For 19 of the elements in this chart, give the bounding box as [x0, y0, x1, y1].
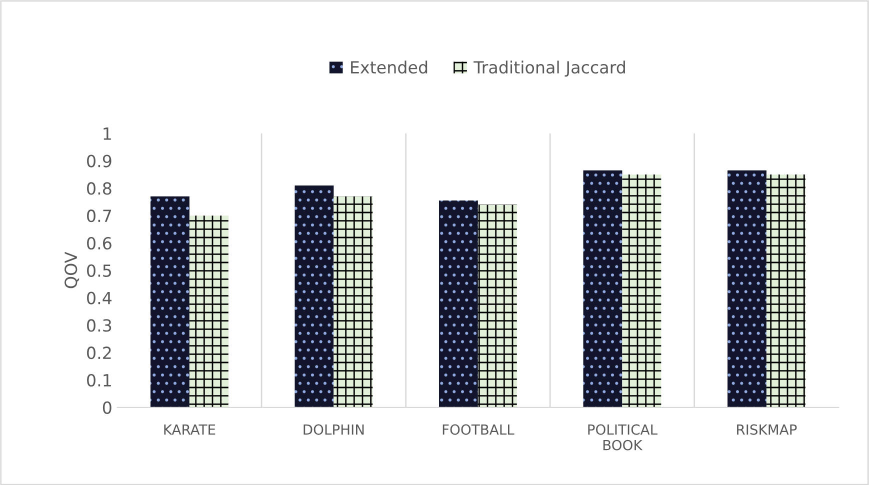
legend-label: Extended: [351, 60, 428, 74]
x-tick-label: RISKMAP: [737, 424, 797, 435]
y-axis-title: QOV: [64, 252, 80, 288]
y-tick-label: 0.8: [87, 182, 112, 195]
y-tick-label: 0.7: [87, 210, 112, 222]
x-tick-label: FOOTBALL: [442, 424, 514, 435]
y-tick-label: 0.3: [87, 319, 112, 332]
x-tick-label: KARATE: [164, 424, 216, 435]
y-tick-label: 0.1: [87, 374, 111, 387]
x-tick-label: POLITICAL BOOK: [588, 424, 658, 450]
y-tick-label: 0.6: [87, 236, 112, 250]
y-tick-label: 0.4: [87, 292, 112, 304]
y-tick-label: 0: [102, 401, 112, 414]
y-tick-label: 0.5: [87, 264, 111, 277]
y-tick-label: 0.2: [87, 346, 111, 360]
y-tick-label: 0.9: [87, 154, 112, 168]
y-tick-label: 1: [104, 128, 111, 140]
x-tick-label: DOLPHIN: [304, 424, 364, 435]
legend-label: Traditional Jaccard: [474, 60, 625, 77]
